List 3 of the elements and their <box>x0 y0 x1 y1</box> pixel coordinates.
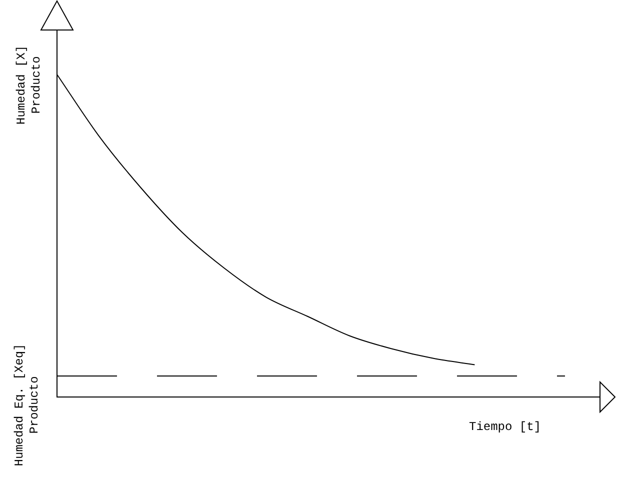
x-axis-title: Tiempo [t] <box>469 420 542 434</box>
y-axis-title: Humedad [X] Producto <box>14 45 44 125</box>
ref-line-label: Humedad Eq. [Xeq] Producto <box>12 344 42 466</box>
